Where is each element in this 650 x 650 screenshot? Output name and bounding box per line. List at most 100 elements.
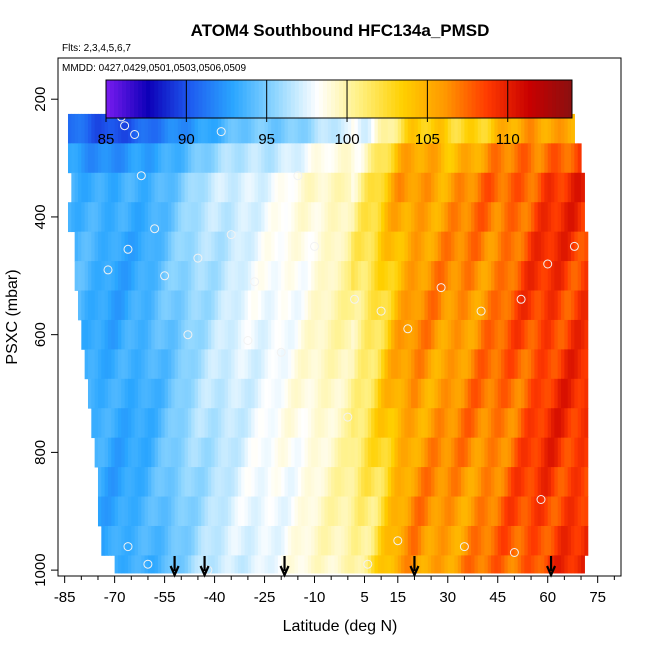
- heat-cell: [141, 525, 146, 556]
- heat-cell: [67, 143, 72, 174]
- heat-cell: [221, 349, 226, 380]
- heat-cell: [577, 555, 582, 574]
- heat-cell: [317, 496, 322, 527]
- heat-cell: [401, 261, 406, 291]
- heat-cell: [327, 290, 332, 321]
- heat-cell: [341, 290, 346, 321]
- heat-cell: [541, 231, 545, 262]
- heat-cell: [201, 378, 206, 409]
- heat-cell: [111, 290, 116, 321]
- heat-cell: [547, 261, 552, 291]
- heat-cell: [494, 172, 499, 203]
- heat-cell: [311, 378, 316, 409]
- heat-cell: [104, 496, 109, 527]
- heat-cell: [367, 143, 372, 174]
- heat-cell: [437, 378, 442, 409]
- heat-cell: [281, 378, 286, 409]
- heat-cell: [174, 113, 179, 144]
- heat-cell: [94, 261, 99, 291]
- heat-cell: [464, 261, 469, 291]
- heat-cell: [407, 261, 412, 291]
- heat-cell: [281, 467, 286, 497]
- heat-cell: [494, 290, 499, 321]
- heat-cell: [401, 378, 406, 409]
- heat-cell: [371, 467, 376, 497]
- heat-cell: [304, 319, 309, 350]
- heat-cell: [474, 378, 479, 409]
- heat-cell: [457, 349, 462, 380]
- heat-cell: [157, 525, 162, 556]
- heat-cell: [574, 172, 579, 203]
- heat-cell: [457, 290, 462, 321]
- heat-cell: [131, 290, 136, 321]
- heat-cell: [244, 555, 249, 574]
- heat-cell: [367, 290, 372, 321]
- heat-cell: [247, 261, 252, 291]
- heat-cell: [567, 467, 572, 497]
- heat-cell: [397, 408, 402, 439]
- heat-cell: [261, 525, 266, 556]
- heat-cell: [114, 437, 119, 468]
- heat-cell: [201, 496, 206, 527]
- heat-cell: [451, 496, 456, 527]
- heat-cell: [444, 202, 449, 233]
- heat-cell: [257, 290, 262, 321]
- x-tick-label: -10: [304, 589, 326, 606]
- heat-cell: [501, 437, 505, 468]
- heat-cell: [164, 467, 169, 497]
- heat-cell: [357, 172, 362, 203]
- heat-cell: [267, 172, 272, 203]
- heat-cell: [354, 496, 359, 527]
- heat-cell: [491, 261, 496, 291]
- heat-cell: [384, 378, 389, 409]
- heat-cell: [371, 408, 376, 439]
- heat-cell: [471, 467, 476, 497]
- heat-cell: [287, 496, 292, 527]
- heat-cell: [377, 378, 382, 409]
- heat-cell: [461, 290, 466, 321]
- heat-cell: [101, 319, 106, 350]
- heat-cell: [177, 290, 182, 321]
- heat-cell: [327, 408, 332, 439]
- heat-cell: [111, 113, 116, 144]
- heat-cell: [507, 113, 512, 144]
- heat-cell: [237, 555, 242, 574]
- heat-cell: [344, 172, 349, 203]
- heat-cell: [567, 143, 572, 174]
- heat-cell: [467, 202, 472, 233]
- heat-cell: [111, 378, 116, 409]
- colorbar-segment: [254, 80, 260, 118]
- heat-cell: [151, 143, 156, 174]
- observation-point: [403, 324, 413, 334]
- heat-cell: [367, 525, 372, 556]
- colorbar-segment: [387, 80, 392, 118]
- heat-cell: [524, 349, 529, 380]
- heat-cell: [231, 467, 236, 497]
- heat-cell: [247, 319, 252, 350]
- heat-cell: [527, 143, 532, 174]
- heat-cell: [557, 525, 562, 556]
- heat-cell: [387, 231, 392, 262]
- heat-cell: [341, 437, 346, 468]
- heat-cell: [387, 525, 392, 556]
- heat-cell: [264, 555, 269, 574]
- heat-cell: [87, 261, 92, 291]
- colorbar-segment: [294, 80, 300, 118]
- heat-cell: [487, 172, 492, 203]
- heat-cell: [224, 261, 229, 291]
- heat-cell: [251, 261, 256, 291]
- heat-cell: [297, 555, 302, 574]
- heat-cell: [324, 113, 329, 144]
- heat-cell: [324, 408, 329, 439]
- heat-cell: [514, 349, 519, 380]
- heat-cell: [347, 261, 352, 291]
- heat-cell: [374, 349, 379, 380]
- heat-cell: [101, 408, 106, 439]
- heat-cell: [154, 555, 159, 574]
- heat-cell: [124, 378, 129, 409]
- heat-cell: [311, 261, 316, 291]
- heat-cell: [471, 437, 476, 468]
- heat-cell: [177, 319, 182, 350]
- colorbar-segment: [439, 80, 444, 118]
